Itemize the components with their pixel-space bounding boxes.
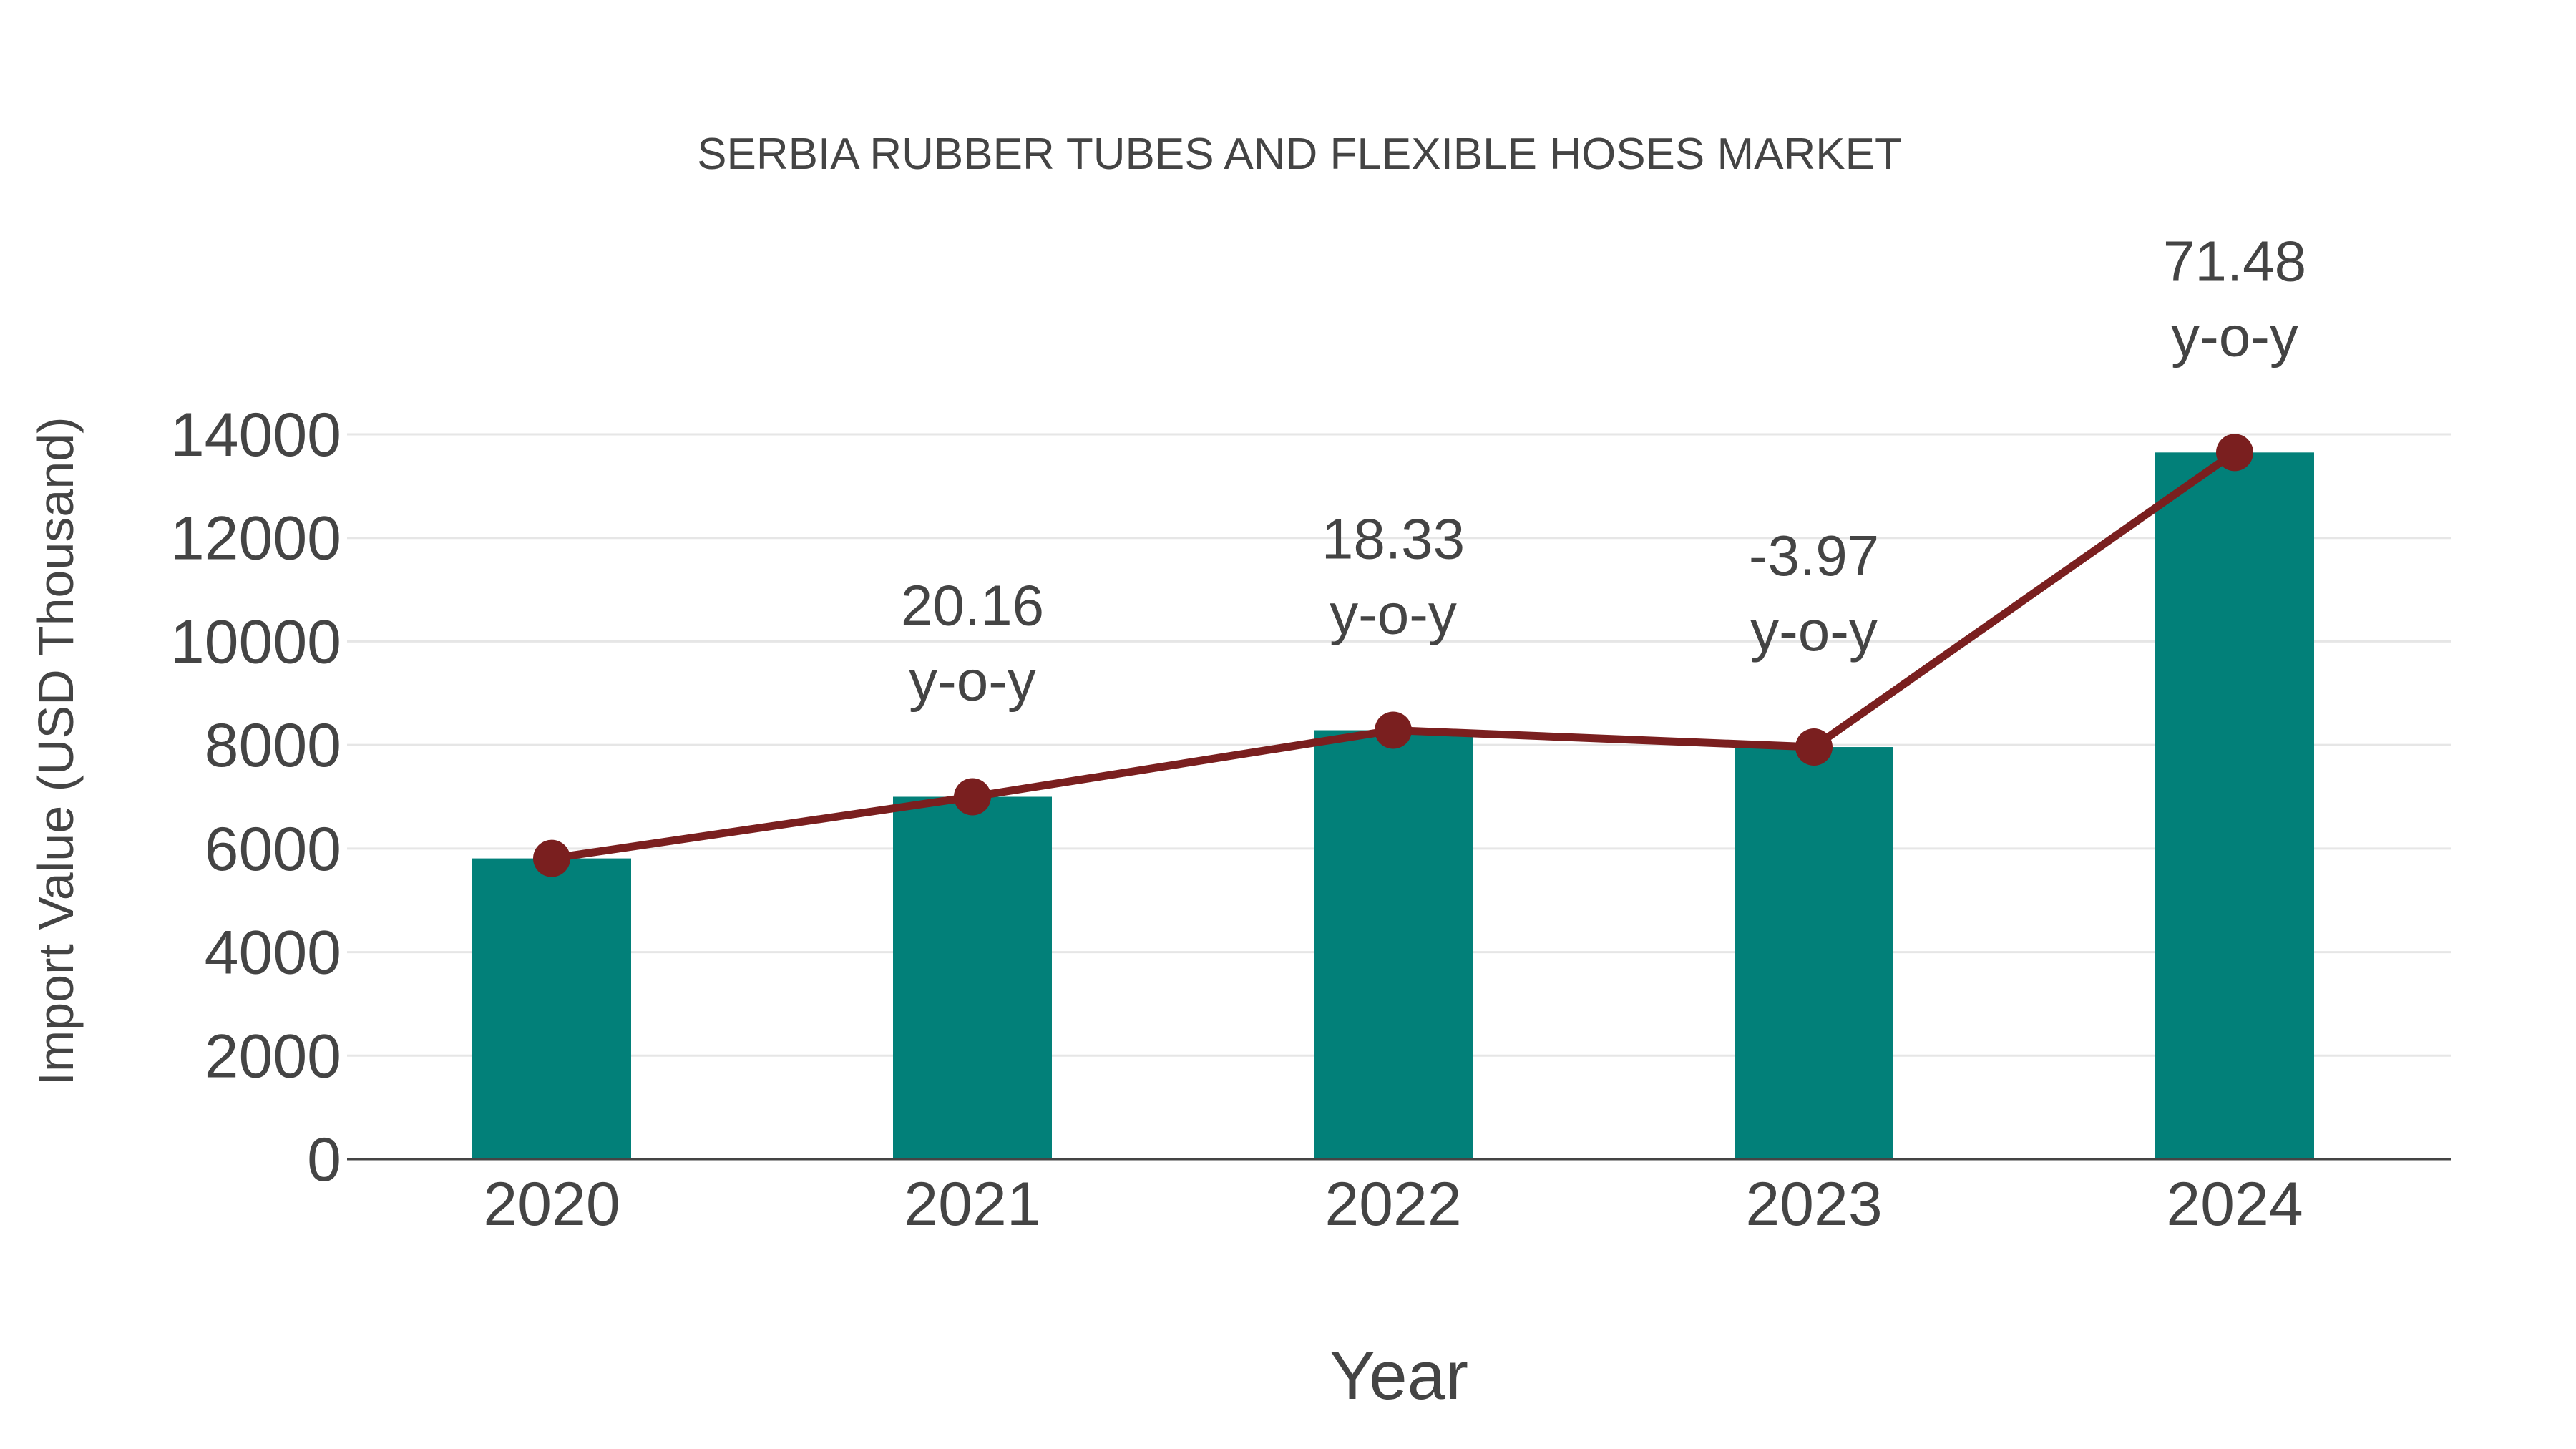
- chart-title: SERBIA RUBBER TUBES AND FLEXIBLE HOSES M…: [697, 130, 1902, 179]
- bar-2022: [1314, 730, 1473, 1159]
- y-tick-label: 0: [307, 1126, 341, 1194]
- trend-marker: [1375, 711, 1412, 749]
- y-tick-label: 10000: [170, 608, 341, 676]
- x-tick-label: 2020: [483, 1170, 620, 1239]
- bar-2021: [893, 796, 1052, 1159]
- yoy-annotation-suffix: y-o-y: [2171, 304, 2298, 368]
- y-tick-label: 2000: [205, 1022, 341, 1091]
- x-axis-title: Year: [1330, 1337, 1468, 1414]
- trend-marker: [2216, 434, 2253, 472]
- yoy-annotation-suffix: y-o-y: [909, 649, 1036, 713]
- yoy-annotation-value: 71.48: [2163, 229, 2306, 293]
- bar-2024: [2155, 452, 2314, 1159]
- yoy-annotation-suffix: y-o-y: [1330, 582, 1457, 646]
- y-tick-label: 8000: [205, 711, 341, 780]
- x-tick-label: 2023: [1745, 1170, 1882, 1239]
- x-tick-label: 2022: [1324, 1170, 1461, 1239]
- x-tick-label: 2024: [2166, 1170, 2303, 1239]
- yoy-annotation-suffix: y-o-y: [1750, 599, 1878, 663]
- x-tick-label: 2021: [904, 1170, 1040, 1239]
- yoy-annotation-value: -3.97: [1749, 524, 1879, 587]
- bar-2023: [1735, 747, 1893, 1159]
- y-tick-label: 4000: [205, 919, 341, 987]
- trend-marker: [1795, 728, 1833, 766]
- bar-2020: [472, 858, 631, 1159]
- y-axis-title: Import Value (USD Thousand): [28, 416, 84, 1085]
- y-tick-label: 14000: [170, 401, 341, 469]
- y-tick-label: 6000: [205, 815, 341, 884]
- yoy-annotation-value: 20.16: [901, 574, 1044, 638]
- y-tick-label: 12000: [170, 504, 341, 573]
- trend-marker: [954, 778, 991, 816]
- trend-marker: [533, 839, 570, 877]
- yoy-annotation-value: 18.33: [1322, 507, 1465, 571]
